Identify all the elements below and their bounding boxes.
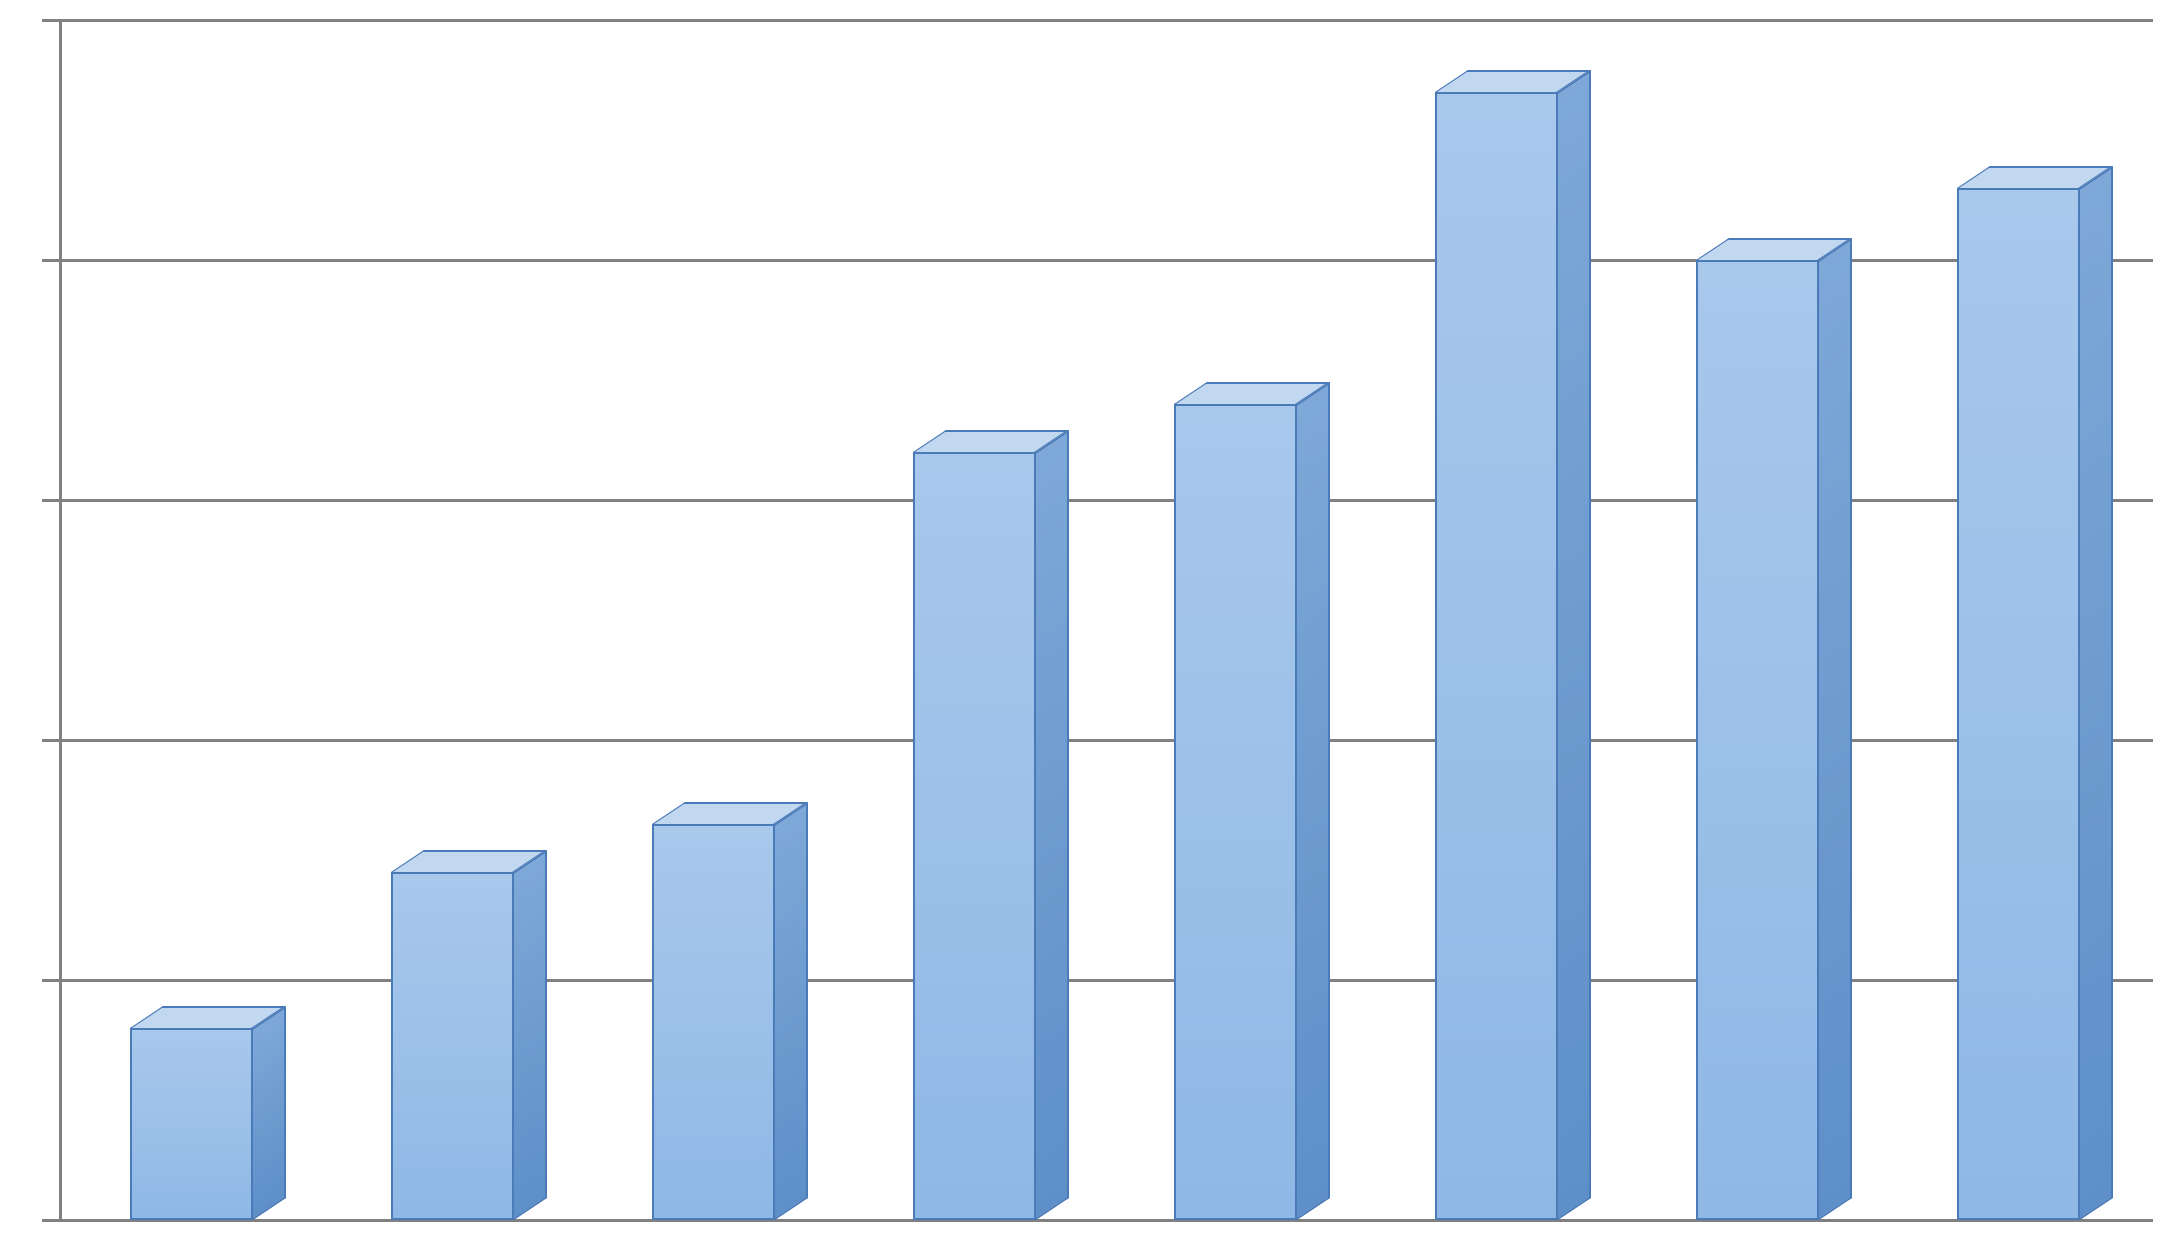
bar-chart: [0, 0, 2173, 1247]
bar-front-face: [913, 452, 1036, 1220]
plot-area: [0, 0, 2173, 1247]
bar-front-face: [130, 1028, 253, 1220]
bar-side-face: [1819, 238, 1852, 1220]
y-axis-tick: [42, 19, 60, 22]
bar-front-face: [1696, 260, 1819, 1220]
bar: [130, 1006, 286, 1220]
bar: [1696, 238, 1852, 1220]
bar-side-face: [1558, 70, 1591, 1220]
bar: [1957, 166, 2113, 1220]
y-axis-tick: [42, 739, 60, 742]
y-axis-tick: [42, 1219, 60, 1222]
y-axis-tick: [42, 499, 60, 502]
bar-side-face: [2080, 166, 2113, 1220]
bar: [652, 802, 808, 1220]
bar: [913, 430, 1069, 1220]
bar-front-face: [1435, 92, 1558, 1220]
bar-side-face: [253, 1006, 286, 1220]
bar-side-face: [514, 850, 547, 1220]
gridline: [60, 19, 2153, 22]
bar-side-face: [775, 802, 808, 1220]
bar-side-face: [1036, 430, 1069, 1220]
bar: [1174, 382, 1330, 1220]
bar-front-face: [652, 824, 775, 1220]
bar-front-face: [391, 872, 514, 1220]
bar: [1435, 70, 1591, 1220]
bar-front-face: [1174, 404, 1297, 1220]
bar-front-face: [1957, 188, 2080, 1220]
y-axis-tick: [42, 259, 60, 262]
y-axis: [59, 20, 62, 1220]
bar-side-face: [1297, 382, 1330, 1220]
y-axis-tick: [42, 979, 60, 982]
bar: [391, 850, 547, 1220]
